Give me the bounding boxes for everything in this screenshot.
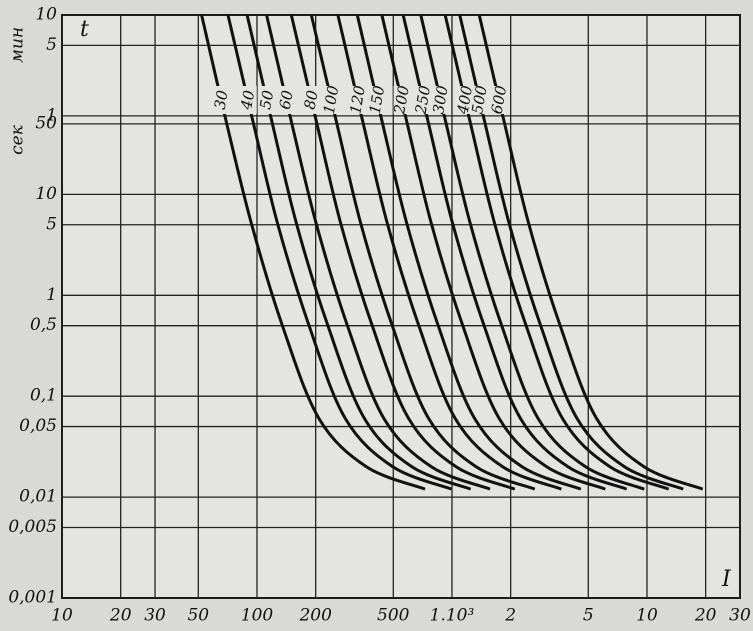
y-tick-label: 0,001	[8, 588, 57, 608]
x-tick-label: 10	[51, 606, 73, 626]
x-tick-label: 100	[241, 606, 274, 626]
x-tick-label: 30	[144, 606, 166, 626]
label-bg	[432, 86, 450, 114]
label-bg	[239, 86, 257, 114]
curve	[355, 14, 582, 491]
curve	[200, 14, 426, 491]
curve-label: 100	[320, 84, 343, 116]
label-bg	[303, 86, 321, 114]
x-tick-label: 1.10³	[430, 606, 475, 626]
curve	[245, 14, 472, 491]
curve-label: 150	[366, 84, 389, 116]
curve	[336, 14, 562, 491]
x-tick-label: 500	[377, 606, 410, 626]
label-bg	[258, 86, 276, 114]
curve	[265, 14, 491, 491]
curve	[226, 14, 453, 491]
label-bg	[368, 86, 386, 114]
y-symbol: t	[80, 17, 89, 42]
y-tick-label: 50	[35, 113, 57, 133]
y-tick-label: 5	[46, 214, 57, 234]
x-tick-label: 20	[109, 606, 132, 626]
y-tick-label: 1	[46, 285, 57, 305]
curve	[380, 14, 606, 491]
label-bg	[278, 86, 296, 114]
curve-label: 40	[237, 88, 258, 111]
label-bg	[393, 86, 411, 114]
x-tick-label: 20	[694, 606, 717, 626]
y-tick-label: 10	[35, 184, 57, 204]
curve-label: 200	[390, 84, 413, 117]
label-bg	[323, 86, 341, 114]
x-tick-label: 2	[504, 606, 516, 626]
curve-label: 30	[211, 88, 232, 110]
x-tick-label: 50	[187, 606, 209, 626]
curve	[401, 14, 628, 491]
curve-label: 250	[411, 84, 434, 117]
curve-label: 120	[346, 84, 369, 116]
x-symbol: I	[721, 567, 732, 592]
curve	[458, 14, 684, 491]
curve-label: 400	[453, 84, 476, 117]
y-unit-sec: сек	[8, 124, 28, 155]
curve	[443, 14, 670, 491]
x-tick-label: 10	[636, 606, 658, 626]
curve-label: 50	[256, 88, 277, 110]
curve	[419, 14, 645, 491]
curve-label: 500	[468, 84, 491, 116]
curve-label: 60	[276, 88, 297, 110]
curve-label: 600	[488, 84, 511, 116]
y-unit-min: мин	[8, 27, 28, 63]
label-bg	[414, 86, 432, 114]
curve-label: 300	[429, 84, 452, 116]
y-tick-label: 0,05	[19, 416, 57, 436]
y-tick-label: 0,1	[30, 386, 57, 406]
y-tick-label: 0,005	[8, 517, 57, 537]
curve-label: 80	[301, 88, 322, 110]
curve	[477, 14, 704, 491]
x-tick-label: 30	[729, 606, 751, 626]
y-tick-label: 0,5	[30, 315, 57, 335]
y-tick-label: 1	[46, 105, 57, 125]
x-tick-label: 200	[298, 606, 332, 626]
label-bg	[213, 86, 231, 114]
label-bg	[490, 86, 508, 114]
curve	[309, 14, 536, 491]
y-tick-label: 5	[46, 35, 57, 55]
label-bg	[471, 86, 489, 114]
y-tick-label: 0,01	[19, 487, 57, 507]
label-bg	[456, 86, 474, 114]
x-tick-label: 5	[583, 606, 594, 626]
curve	[289, 14, 516, 491]
y-tick-label: 10	[35, 5, 57, 25]
label-bg	[349, 86, 367, 114]
